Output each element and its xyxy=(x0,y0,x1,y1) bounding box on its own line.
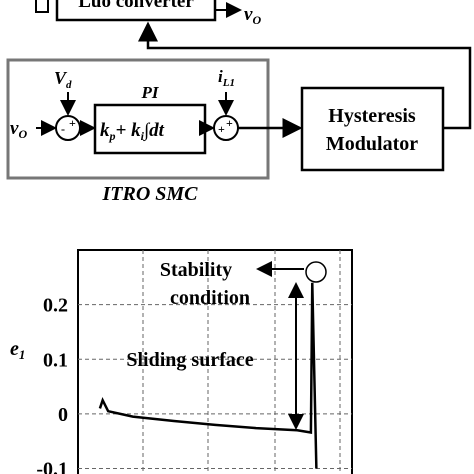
small-block xyxy=(35,0,49,13)
controller-label: ITRO SMC xyxy=(101,183,198,205)
annotation: Stability xyxy=(160,259,232,281)
y-tick-label: -0.1 xyxy=(36,459,68,474)
modulator-label: Modulator xyxy=(326,133,418,155)
plus: + xyxy=(116,120,132,141)
y-label-sub: 1 xyxy=(19,347,26,362)
plot-frame xyxy=(77,249,353,474)
sign: + xyxy=(69,116,76,130)
converter-label: Luo converter xyxy=(78,0,194,12)
pi-formula: kp+ ki∫dt xyxy=(100,120,165,143)
current-symbol: i xyxy=(218,67,223,86)
annotation: condition xyxy=(170,287,250,309)
sign: - xyxy=(61,122,65,136)
y-axis-label: e1 xyxy=(10,338,25,362)
output-symbol: v xyxy=(244,4,253,25)
input-symbol: v xyxy=(10,118,19,139)
reference-label: Vd xyxy=(54,68,72,91)
reference-sub: d xyxy=(66,79,72,91)
current-label: iL1 xyxy=(218,67,235,89)
input-label: vO xyxy=(10,118,27,141)
feedback-line xyxy=(138,21,472,130)
y-label-symbol: e xyxy=(10,338,19,360)
modulator-block xyxy=(300,86,445,172)
y-tick-label: 0.1 xyxy=(43,349,68,371)
data-line xyxy=(98,282,318,469)
reference-symbol: V xyxy=(54,68,68,88)
sign: + xyxy=(226,116,233,130)
integral: ∫dt xyxy=(143,120,165,142)
kp: k xyxy=(100,120,110,141)
controller-frame xyxy=(6,58,270,180)
y-tick-label: 0 xyxy=(58,404,68,426)
sign: + xyxy=(218,122,225,136)
ki: k xyxy=(131,120,141,141)
kp-sub: p xyxy=(109,129,116,143)
output-sub: O xyxy=(252,13,261,27)
input-sub: O xyxy=(18,127,27,141)
pi-label: PI xyxy=(141,83,160,102)
annotation: Sliding surface xyxy=(126,349,253,371)
y-tick-label: 0.2 xyxy=(43,295,68,317)
sum-junction xyxy=(55,115,81,141)
ki-sub: i xyxy=(141,129,145,143)
modulator-label: Hysteresis xyxy=(328,105,416,127)
chart: -0.1 0 0.1 0.2 e1 Stability condition Sliding s… xyxy=(10,249,353,474)
output-label: vO xyxy=(244,4,261,27)
current-sub: L1 xyxy=(222,77,235,89)
converter-block xyxy=(55,0,217,22)
highlight-circle xyxy=(305,261,327,283)
